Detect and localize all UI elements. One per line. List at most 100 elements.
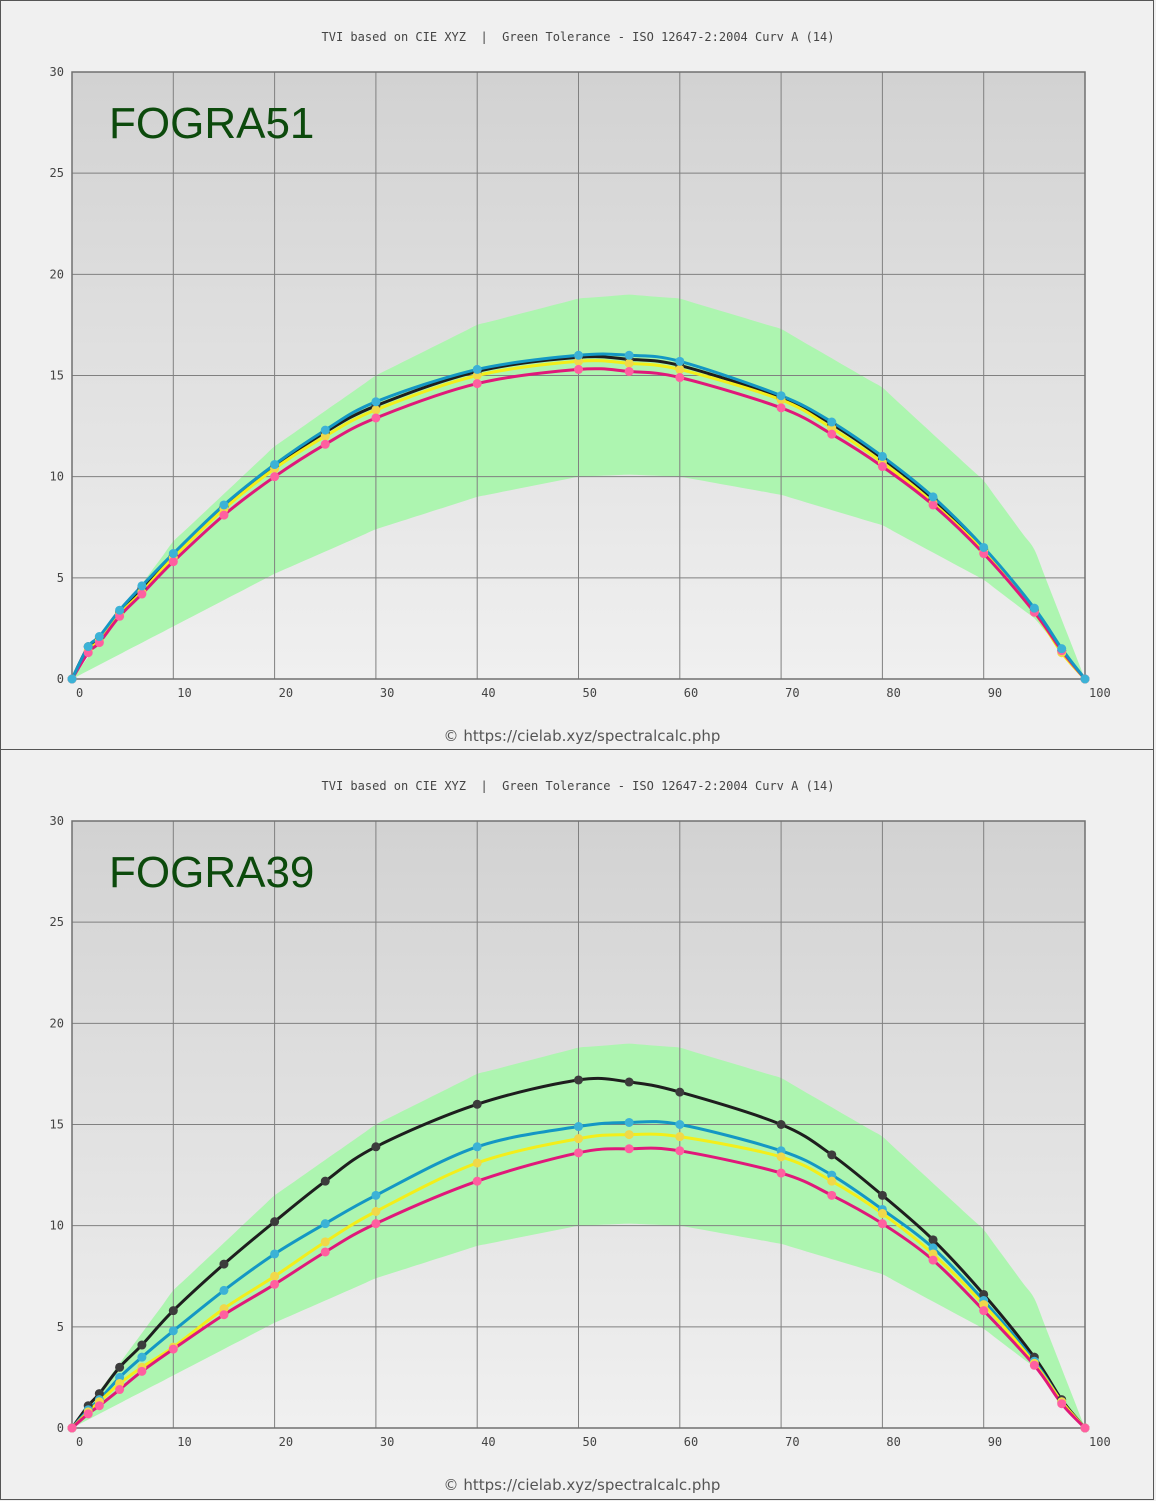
series-point-2 (371, 1207, 381, 1217)
series-point-2 (877, 462, 887, 472)
series-point-2 (320, 439, 330, 449)
x-tick-label: 30 (380, 1435, 394, 1449)
x-tick-label: 10 (177, 686, 191, 700)
series-point-3 (1080, 674, 1090, 684)
series-point-0 (168, 1306, 178, 1316)
x-tick-label: 60 (684, 686, 698, 700)
series-point-3 (1029, 603, 1039, 613)
x-tick-label: 50 (583, 686, 597, 700)
series-point-2 (574, 1134, 583, 1144)
series-point-3 (115, 605, 125, 615)
x-tick-label: 20 (279, 686, 293, 700)
y-tick-label: 25 (50, 915, 64, 929)
series-point-3 (115, 1385, 125, 1395)
chart-panel-fogra51: 0 10 20 30 40 50 60 70 80 90 100 0 5 10 15 20 25 30 TVI ba… (0, 0, 1154, 751)
series-point-2 (827, 1176, 837, 1186)
series-point-1 (371, 405, 381, 415)
x-tick-label: 50 (583, 1435, 597, 1449)
tolerance-band (72, 1043, 1085, 1428)
x-tick-label: 40 (481, 686, 495, 700)
x-tick-label: 40 (481, 1435, 495, 1449)
series-point-3 (1080, 1423, 1090, 1433)
series-point-0 (472, 1099, 482, 1109)
series-point-3 (94, 632, 104, 642)
series-point-3 (168, 549, 178, 559)
y-tick-label: 25 (50, 166, 64, 180)
y-tick-label: 15 (50, 369, 64, 383)
series-point-1 (675, 364, 685, 374)
series-point-1 (371, 1190, 381, 1200)
y-tick-label: 5 (57, 571, 64, 585)
x-tick-label: 90 (988, 686, 1002, 700)
series-point-1 (574, 1122, 583, 1132)
series-line-3 (70, 352, 1087, 680)
series-point-0 (137, 1340, 147, 1350)
series-point-3 (371, 1219, 381, 1229)
x-tick-label: 60 (684, 1435, 698, 1449)
series-point-3 (371, 397, 381, 407)
y-tick-label: 30 (50, 65, 64, 79)
y-tick-label: 0 (57, 1421, 64, 1435)
series-point-1 (624, 358, 634, 368)
series-point-0 (827, 1150, 837, 1160)
series-point-3 (320, 425, 330, 435)
series-point-3 (219, 1310, 229, 1320)
series-point-3 (877, 451, 887, 461)
y-tick-label: 5 (57, 1320, 64, 1334)
series-point-0 (877, 1190, 887, 1200)
series-point-2 (827, 429, 837, 439)
series-point-3 (979, 1306, 989, 1316)
series-point-2 (776, 1152, 786, 1162)
series-point-3 (67, 674, 77, 684)
profile-label: FOGRA39 (109, 848, 314, 897)
series-point-3 (320, 1247, 330, 1257)
series-point-0 (776, 1120, 786, 1129)
series-point-3 (94, 1401, 104, 1411)
series-point-2 (472, 1158, 482, 1168)
y-tick-label: 10 (50, 1219, 64, 1233)
series-point-0 (270, 1217, 280, 1227)
series-line-3 (71, 1146, 1087, 1430)
y-tick-label: 20 (50, 267, 64, 281)
series-point-0 (675, 1087, 685, 1097)
series-point-3 (877, 1219, 887, 1229)
chart-panel-fogra39: 0 10 20 30 40 50 60 70 80 90 100 0 5 10 15 20 25 30 TVI ba… (0, 749, 1154, 1500)
series-point-2 (270, 1271, 280, 1281)
series-line-1 (70, 1120, 1087, 1430)
series-line-0 (70, 1076, 1087, 1429)
x-tick-label: 80 (886, 686, 900, 700)
series-point-0 (115, 1362, 125, 1372)
series-point-3 (827, 1190, 837, 1200)
series-point-3 (219, 500, 229, 510)
series-point-2 (624, 366, 634, 376)
series-point-3 (137, 1366, 147, 1376)
x-tick-label: 100 (1089, 1435, 1111, 1449)
series-point-2 (624, 1130, 634, 1140)
series-point-3 (928, 1255, 938, 1265)
series-point-1 (320, 1219, 330, 1229)
series-point-1 (624, 1117, 634, 1127)
series-point-3 (1029, 1360, 1039, 1370)
series-point-3 (776, 391, 786, 401)
x-tick-label: 20 (279, 1435, 293, 1449)
chart-title: TVI based on CIE XYZ | Green Tolerance -… (322, 779, 835, 793)
chart-title: TVI based on CIE XYZ | Green Tolerance -… (322, 30, 835, 44)
series-point-2 (371, 413, 381, 423)
series-point-3 (624, 1144, 634, 1154)
series-point-2 (675, 373, 685, 383)
series-line-2 (70, 367, 1087, 680)
series-point-3 (574, 1148, 583, 1158)
series-point-2 (137, 589, 147, 599)
series-point-3 (675, 1146, 685, 1156)
y-tick-label: 20 (50, 1016, 64, 1030)
x-tick-label: 0 (76, 686, 83, 700)
series-point-1 (168, 1326, 178, 1336)
series-line-2 (70, 1132, 1087, 1430)
y-tick-label: 30 (50, 814, 64, 828)
footer-credit: © https://cielab.xyz/spectralcalc.php (444, 727, 721, 745)
series-point-3 (137, 581, 147, 591)
x-tick-label: 90 (988, 1435, 1002, 1449)
series-point-3 (67, 1423, 77, 1433)
series-point-3 (168, 1344, 178, 1354)
series-point-1 (675, 1120, 685, 1129)
